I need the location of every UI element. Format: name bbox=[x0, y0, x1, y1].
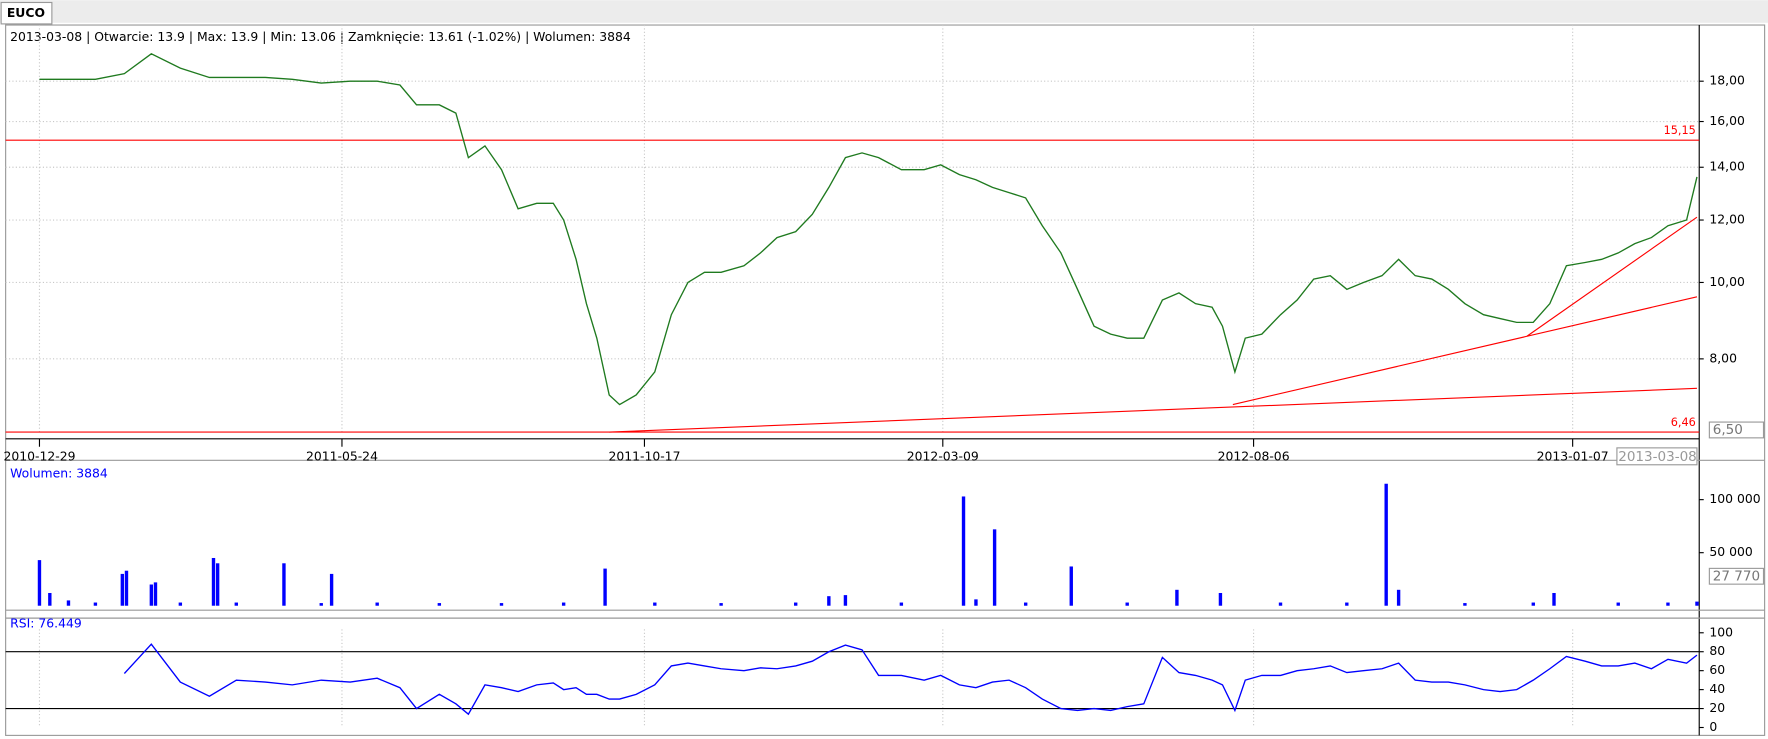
cursor-value-box bbox=[1708, 421, 1765, 439]
volume-bar bbox=[93, 602, 98, 606]
y-tick-label: 50 000 bbox=[1709, 544, 1752, 559]
volume-bar bbox=[603, 568, 607, 606]
volume-bar bbox=[329, 573, 334, 606]
volume-bar bbox=[843, 595, 848, 606]
series-line bbox=[123, 643, 1698, 716]
volume-bar bbox=[1666, 602, 1670, 606]
volume-bar bbox=[561, 602, 566, 606]
trend-line bbox=[1232, 296, 1698, 406]
y-tick-label: 18,00 bbox=[1709, 73, 1745, 88]
volume-bar bbox=[719, 603, 723, 606]
volume-bar bbox=[1616, 602, 1620, 606]
volume-bar bbox=[120, 573, 125, 606]
trend-line bbox=[1526, 216, 1698, 337]
y-tick-label: 14,00 bbox=[1709, 159, 1745, 174]
volume-bar bbox=[1278, 602, 1283, 606]
volume-bar bbox=[899, 602, 904, 606]
y-tick-label: 10,00 bbox=[1709, 274, 1745, 289]
volume-bar bbox=[1552, 592, 1556, 606]
volume-bar bbox=[794, 602, 798, 606]
volume-bar bbox=[149, 584, 154, 606]
horizontal-line-label: 15,15 bbox=[1664, 124, 1696, 137]
volume-bar bbox=[1069, 566, 1073, 606]
volume-bar bbox=[178, 602, 183, 606]
volume-bar bbox=[124, 570, 129, 606]
volume-bar bbox=[37, 560, 42, 606]
cursor-value-box bbox=[1708, 567, 1765, 585]
volume-bar bbox=[827, 596, 831, 606]
volume-bar bbox=[66, 600, 71, 606]
volume-bar bbox=[215, 563, 220, 606]
cursor-date-box bbox=[1616, 447, 1698, 466]
y-tick-label: 60 bbox=[1709, 662, 1725, 677]
info-line: 2013-03-08 | Otwarcie: 13.9 | Max: 13.9 … bbox=[10, 29, 631, 44]
rsi-title: RSI: 76.449 bbox=[10, 615, 82, 630]
x-tick-label: 2013-01-07 bbox=[1537, 448, 1609, 463]
volume-bar bbox=[1023, 602, 1028, 606]
volume-bar bbox=[1531, 602, 1535, 606]
x-tick-label: 2010-12-29 bbox=[3, 448, 75, 463]
chart-frame bbox=[5, 24, 1766, 736]
y-tick-label: 8,00 bbox=[1709, 350, 1737, 365]
volume-bar bbox=[282, 563, 286, 606]
y-tick-label: 0 bbox=[1709, 719, 1717, 734]
tab[interactable] bbox=[0, 1, 53, 25]
volume-bar bbox=[211, 557, 216, 606]
volume-bar bbox=[1463, 603, 1467, 606]
x-tick-label: 2011-05-24 bbox=[306, 448, 378, 463]
cursor-value-label: 27 770 bbox=[1713, 568, 1760, 584]
volume-bar bbox=[48, 592, 52, 606]
y-tick-label: 100 000 bbox=[1709, 491, 1760, 506]
volume-bar bbox=[1218, 592, 1223, 606]
cursor-date-label: 2013-03-08 bbox=[1618, 449, 1697, 465]
volume-bar bbox=[1125, 602, 1129, 606]
volume-bar bbox=[961, 496, 966, 606]
volume-bar bbox=[1695, 601, 1699, 606]
volume-title: Wolumen: 3884 bbox=[10, 465, 108, 480]
tab-label[interactable]: EUCO bbox=[7, 5, 45, 20]
y-tick-label: 20 bbox=[1709, 700, 1725, 715]
cursor-value-label: 6,50 bbox=[1713, 422, 1743, 438]
volume-bar bbox=[375, 602, 379, 606]
series-line bbox=[39, 52, 1698, 406]
volume-bar bbox=[234, 602, 238, 606]
y-tick-label: 100 bbox=[1709, 624, 1733, 639]
volume-bar bbox=[1384, 483, 1388, 606]
x-tick-label: 2012-08-06 bbox=[1218, 448, 1290, 463]
y-tick-label: 80 bbox=[1709, 643, 1725, 658]
y-tick-label: 40 bbox=[1709, 681, 1725, 696]
volume-bar bbox=[1345, 602, 1349, 606]
horizontal-line-label: 6,46 bbox=[1671, 416, 1696, 429]
x-tick-label: 2011-10-17 bbox=[608, 448, 680, 463]
volume-bar bbox=[974, 599, 978, 606]
trend-line bbox=[609, 387, 1697, 433]
volume-bar bbox=[153, 582, 158, 606]
volume-bar bbox=[1396, 589, 1401, 606]
tab-strip bbox=[0, 0, 1768, 23]
volume-bar bbox=[319, 603, 323, 606]
volume-bar bbox=[653, 602, 657, 606]
x-tick-label: 2012-03-09 bbox=[907, 448, 979, 463]
volume-bar bbox=[1175, 589, 1179, 606]
y-tick-label: 12,00 bbox=[1709, 212, 1745, 227]
volume-bar bbox=[499, 603, 504, 606]
volume-bar bbox=[992, 529, 997, 606]
y-tick-label: 16,00 bbox=[1709, 113, 1745, 128]
volume-bar bbox=[437, 603, 442, 606]
